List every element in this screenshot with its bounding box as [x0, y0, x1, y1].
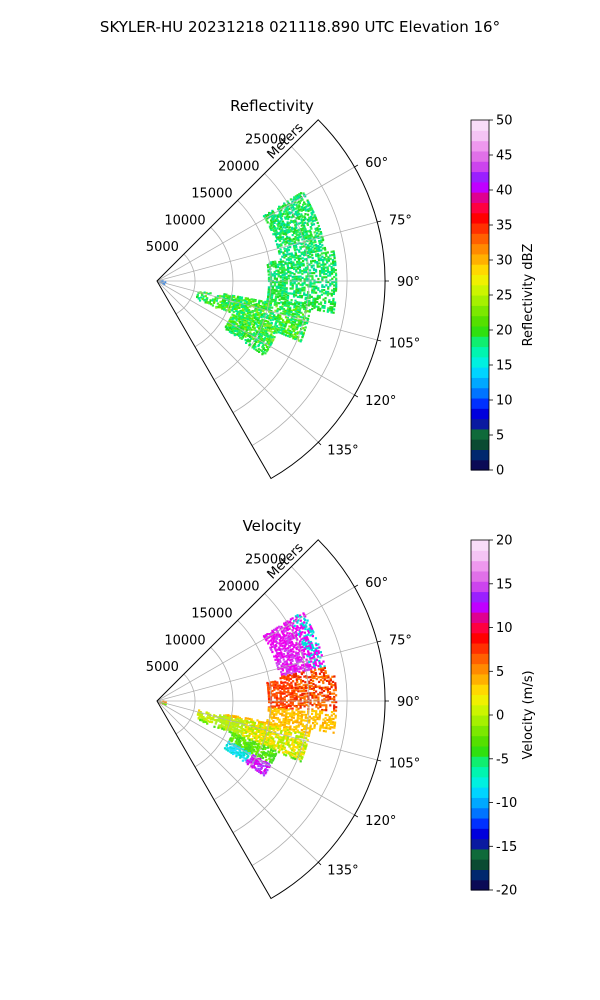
reflectivity-colorbar-tick: 30: [496, 254, 513, 269]
velocity-title: Velocity: [243, 517, 302, 535]
reflectivity-grid: [156, 146, 385, 446]
reflectivity-range-tick: 5000: [146, 240, 179, 255]
velocity-colorbar-tick: -5: [496, 752, 509, 767]
velocity-frame: [156, 539, 386, 900]
velocity-azimuth-tick: 120°: [365, 814, 396, 829]
reflectivity-panel: Reflectivity60°75°90°105°120°135°5000100…: [146, 97, 536, 480]
velocity-colorbar: -20 -15 -10 -5 0 5 10 15 20 Velocity (m/s): [470, 534, 536, 899]
reflectivity-azimuth-tick: 90°: [397, 275, 420, 290]
velocity-grid: [156, 566, 385, 866]
reflectivity-colorbar-tick: 25: [496, 289, 513, 304]
reflectivity-colorbar: 0 5 10 15 20 25 30 35 40 45 50 Reflectivity dBZ: [470, 114, 536, 479]
velocity-panel: Velocity 60° 75° 90° 105° 120° 135° 5000 10000 15…: [146, 517, 536, 900]
velocity-range-tick: 10000: [164, 633, 205, 648]
reflectivity-title: Reflectivity: [230, 97, 314, 115]
velocity-range-tick: 25000: [245, 553, 286, 568]
reflectivity-colorbar-tick: 0: [496, 464, 504, 479]
velocity-colorbar-tick: 5: [496, 665, 504, 680]
velocity-colorbar-tick: 0: [496, 709, 504, 724]
reflectivity-azimuth-tick: 135°: [327, 443, 358, 458]
velocity-echo-field: [158, 612, 338, 777]
velocity-colorbar-tick: 10: [496, 621, 513, 636]
velocity-azimuth-tick: 60°: [365, 576, 388, 591]
velocity-colorbar-label: Velocity (m/s): [521, 670, 536, 759]
reflectivity-colorbar-label: Reflectivity dBZ: [521, 244, 536, 347]
reflectivity-colorbar-tick: 10: [496, 394, 513, 409]
reflectivity-colorbar-tick: 40: [496, 184, 513, 199]
velocity-range-tick: 20000: [218, 580, 259, 595]
reflectivity-colorbar-tick: 50: [496, 114, 513, 129]
reflectivity-range-tick: 10000: [164, 213, 205, 228]
velocity-colorbar-tick: -15: [496, 840, 517, 855]
reflectivity-frame: [156, 119, 386, 480]
velocity-azimuth-tick: 135°: [327, 863, 358, 878]
reflectivity-azimuth-tick: 75°: [389, 213, 412, 228]
reflectivity-echo-field: [158, 192, 338, 356]
reflectivity-colorbar-tick: 20: [496, 324, 513, 339]
reflectivity-colorbar-tick: 45: [496, 149, 513, 164]
velocity-range-tick: 15000: [191, 606, 232, 621]
reflectivity-range-tick: 20000: [218, 160, 259, 175]
reflectivity-azimuth-tick: 105°: [389, 337, 420, 352]
reflectivity-colorbar-tick: 5: [496, 429, 504, 444]
reflectivity-range-tick: 15000: [191, 186, 232, 201]
reflectivity-colorbar-tick: 15: [496, 359, 513, 374]
velocity-range-tick: 5000: [146, 660, 179, 675]
velocity-azimuth-tick: 75°: [389, 633, 412, 648]
velocity-colorbar-tick: -10: [496, 796, 517, 811]
velocity-azimuth-tick: 90°: [397, 695, 420, 710]
reflectivity-azimuth-tick: 60°: [365, 156, 388, 171]
figure-title: SKYLER-HU 20231218 021118.890 UTC Elevat…: [100, 18, 500, 36]
velocity-azimuth-tick: 105°: [389, 757, 420, 772]
reflectivity-range-tick: 25000: [245, 133, 286, 148]
velocity-colorbar-tick: 20: [496, 534, 513, 549]
reflectivity-azimuth-tick: 120°: [365, 394, 396, 409]
velocity-colorbar-tick: 15: [496, 577, 513, 592]
reflectivity-colorbar-tick: 35: [496, 219, 513, 234]
velocity-colorbar-tick: -20: [496, 884, 517, 899]
